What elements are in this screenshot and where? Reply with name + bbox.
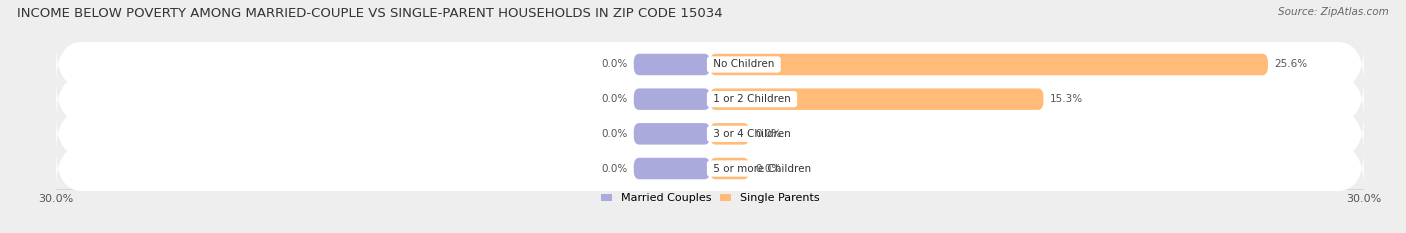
Text: 0.0%: 0.0% [756, 164, 782, 174]
Text: 0.0%: 0.0% [600, 129, 627, 139]
FancyBboxPatch shape [710, 123, 749, 145]
FancyBboxPatch shape [634, 123, 710, 145]
Text: 3 or 4 Children: 3 or 4 Children [710, 129, 794, 139]
Text: 0.0%: 0.0% [600, 164, 627, 174]
FancyBboxPatch shape [634, 54, 710, 75]
Text: No Children: No Children [710, 59, 778, 69]
FancyBboxPatch shape [56, 77, 1364, 122]
FancyBboxPatch shape [634, 88, 710, 110]
Text: 0.0%: 0.0% [600, 94, 627, 104]
Text: 0.0%: 0.0% [756, 129, 782, 139]
FancyBboxPatch shape [710, 158, 749, 179]
FancyBboxPatch shape [710, 54, 1268, 75]
Legend: Married Couples, Single Parents: Married Couples, Single Parents [600, 193, 820, 203]
FancyBboxPatch shape [634, 158, 710, 179]
FancyBboxPatch shape [710, 88, 1043, 110]
FancyBboxPatch shape [56, 146, 1364, 191]
Text: Source: ZipAtlas.com: Source: ZipAtlas.com [1278, 7, 1389, 17]
Text: 0.0%: 0.0% [600, 59, 627, 69]
FancyBboxPatch shape [56, 42, 1364, 87]
FancyBboxPatch shape [56, 111, 1364, 156]
Text: INCOME BELOW POVERTY AMONG MARRIED-COUPLE VS SINGLE-PARENT HOUSEHOLDS IN ZIP COD: INCOME BELOW POVERTY AMONG MARRIED-COUPL… [17, 7, 723, 20]
Text: 1 or 2 Children: 1 or 2 Children [710, 94, 794, 104]
Text: 25.6%: 25.6% [1274, 59, 1308, 69]
Text: 15.3%: 15.3% [1050, 94, 1083, 104]
Text: 5 or more Children: 5 or more Children [710, 164, 814, 174]
